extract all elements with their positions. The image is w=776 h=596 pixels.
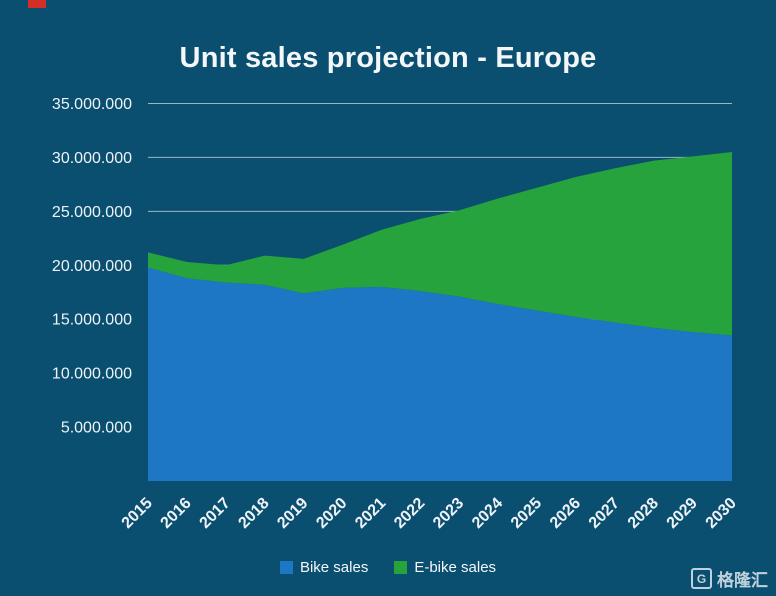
watermark-gelonghui: G 格隆汇 xyxy=(691,566,768,591)
ebike-sales-swatch xyxy=(394,561,408,574)
x-tick-label: 2016 xyxy=(158,495,195,532)
x-tick-label: 2024 xyxy=(469,495,506,532)
y-tick-label: 5.000.000 xyxy=(61,420,132,437)
x-tick-label: 2026 xyxy=(547,495,584,532)
red-corner-mark xyxy=(28,0,46,8)
legend-item-ebike-sales: E-bike sales xyxy=(394,559,496,576)
x-tick-label: 2015 xyxy=(119,495,156,532)
legend: Bike sales E-bike sales xyxy=(0,559,776,576)
legend-item-bike-sales: Bike sales xyxy=(279,559,369,576)
x-tick-label: 2019 xyxy=(274,495,311,532)
y-tick-label: 20.000.000 xyxy=(52,258,132,275)
bike-sales-area xyxy=(148,267,732,481)
x-tick-label: 2025 xyxy=(508,495,545,532)
y-tick-label: 10.000.000 xyxy=(52,366,132,383)
x-tick-label: 2029 xyxy=(664,495,701,532)
chart-title: Unit sales projection - Europe xyxy=(179,42,597,74)
ebike-sales-area xyxy=(148,152,732,336)
y-tick-label: 35.000.000 xyxy=(52,96,132,113)
x-tick-label: 2027 xyxy=(586,495,623,532)
y-tick-label: 15.000.000 xyxy=(52,312,132,329)
x-tick-label: 2030 xyxy=(703,495,740,532)
y-tick-label: 25.000.000 xyxy=(52,204,132,221)
x-tick-label: 2028 xyxy=(625,495,662,532)
x-tick-label: 2017 xyxy=(197,495,234,532)
x-tick-label: 2018 xyxy=(235,495,272,532)
x-tick-label: 2023 xyxy=(430,495,467,532)
ebike-sales-label: E-bike sales xyxy=(414,559,497,576)
y-tick-label: 30.000.000 xyxy=(52,150,132,167)
bike-sales-swatch xyxy=(279,561,293,574)
x-tick-label: 2020 xyxy=(313,495,350,532)
x-tick-label: 2021 xyxy=(352,495,389,532)
x-tick-label: 2022 xyxy=(391,495,428,532)
bike-sales-label: Bike sales xyxy=(299,559,369,576)
gelonghui-logo-icon: G xyxy=(691,568,712,589)
watermark-text: 格隆汇 xyxy=(717,571,768,590)
